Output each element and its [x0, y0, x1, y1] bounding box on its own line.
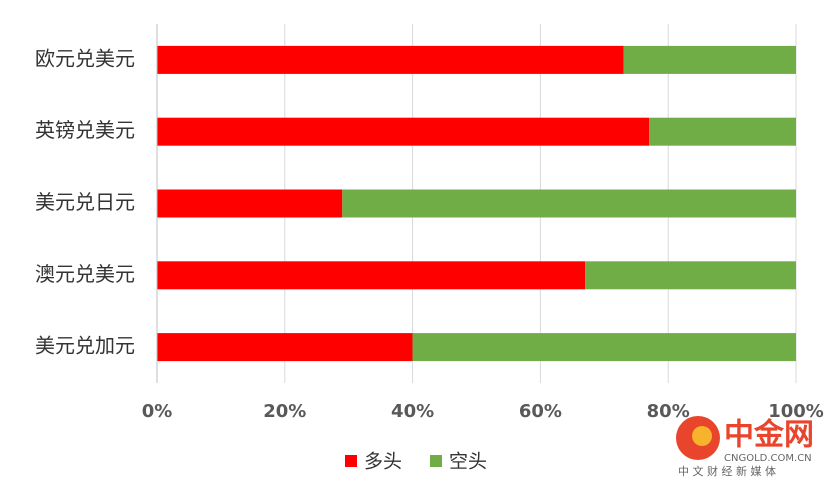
bar-segment: [157, 333, 413, 362]
watermark-brand: 中金网: [724, 418, 814, 453]
bar-segment: [342, 189, 796, 218]
bar-segment: [412, 333, 796, 362]
y-tick-label: 欧元兑美元: [35, 46, 135, 70]
bar-segment: [157, 261, 586, 290]
bar-segment: [157, 45, 624, 74]
watermark-domain: CNGOLD.COM.CN: [724, 453, 812, 464]
bar-segment: [157, 189, 343, 218]
bar-segment: [649, 117, 796, 146]
logo-inner: [692, 426, 712, 446]
y-tick-label: 美元兑加元: [35, 334, 135, 358]
legend-swatch: [345, 455, 357, 467]
x-tick-label: 40%: [391, 401, 434, 422]
x-tick-label: 100%: [768, 401, 824, 422]
legend-label: 多头: [364, 451, 402, 473]
watermark: 中金网 CNGOLD.COM.CN 中 文 财 经 新 媒 体: [676, 416, 814, 478]
legend-swatch: [430, 455, 442, 467]
x-tick-label: 60%: [519, 401, 562, 422]
bar-segment: [585, 261, 796, 290]
watermark-slogan: 中 文 财 经 新 媒 体: [678, 464, 776, 478]
bar-segment: [623, 45, 796, 74]
x-tick-label: 0%: [142, 401, 173, 422]
y-tick-label: 美元兑日元: [35, 190, 135, 214]
y-tick-label: 英镑兑美元: [35, 118, 135, 142]
bar-segment: [157, 117, 650, 146]
x-tick-label: 20%: [263, 401, 306, 422]
x-tick-label: 80%: [647, 401, 690, 422]
legend-label: 空头: [449, 451, 487, 473]
y-tick-label: 澳元兑美元: [35, 262, 135, 286]
